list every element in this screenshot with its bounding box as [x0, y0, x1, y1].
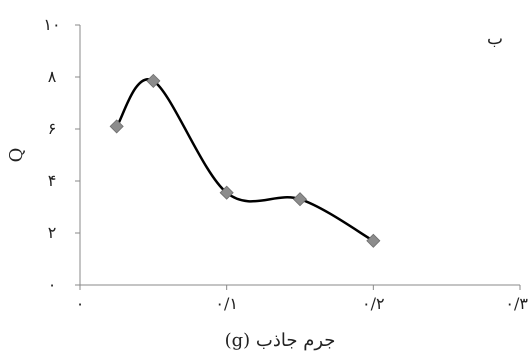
data-points: [109, 73, 381, 248]
y-tick-label: ۶: [48, 119, 57, 138]
ticks: ۰ ۲ ۴ ۶ ۸ ۱۰ ۰ ۰/۱ ۰/۲ ۰/۳: [43, 15, 528, 313]
data-point: [146, 73, 161, 88]
x-axis-title: جرم جاذب (g): [225, 330, 336, 351]
y-tick-label: ۴: [48, 171, 57, 190]
data-point: [292, 192, 308, 207]
panel-label: ب: [487, 29, 503, 49]
data-point: [109, 119, 124, 134]
y-tick-label: ۱۰: [43, 15, 60, 34]
y-axis-title: Q: [6, 148, 27, 163]
series-curve: [115, 78, 374, 242]
data-point: [219, 185, 234, 200]
y-tick-label: ۸: [48, 67, 57, 86]
x-tick-label: ۰/۲: [362, 294, 385, 313]
x-tick-label: ۰: [76, 294, 85, 313]
data-point: [366, 233, 381, 248]
axes: [79, 25, 520, 286]
y-tick-label: ۲: [48, 223, 57, 242]
x-tick-label: ۰/۱: [215, 294, 238, 313]
x-tick-label: ۰/۳: [505, 294, 528, 313]
y-tick-label: ۰: [48, 275, 57, 294]
